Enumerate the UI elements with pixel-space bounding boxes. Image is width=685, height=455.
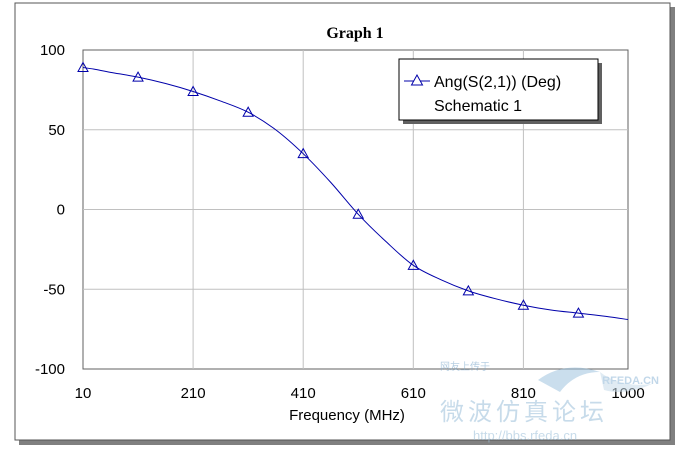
data-point-marker <box>462 284 475 296</box>
x-tick-label: 410 <box>291 385 316 402</box>
watermark-url: http://bbs.rfeda.cn <box>473 428 577 443</box>
data-point-marker <box>572 307 585 318</box>
x-tick-label: 210 <box>181 385 206 402</box>
watermark: 网友上传于 RFEDA.CN 微波仿真论坛 http://bbs.rfeda.c… <box>440 360 659 443</box>
legend-entry: Ang(S(2,1)) (Deg) <box>434 74 561 91</box>
y-axis-ticks: 100 50 0 -50 -100 <box>35 42 65 378</box>
data-point-marker <box>242 106 255 117</box>
data-point-marker <box>187 85 199 96</box>
data-point-marker <box>407 259 420 270</box>
y-tick-label: 50 <box>48 122 65 139</box>
watermark-cn-small: 网友上传于 <box>440 360 490 373</box>
y-tick-label: -100 <box>35 361 65 378</box>
series-group <box>77 61 629 321</box>
legend-subtitle: Schematic 1 <box>434 98 522 115</box>
watermark-cn-text: 微波仿真论坛 <box>440 399 608 426</box>
x-tick-label: 10 <box>75 385 92 402</box>
watermark-wing-icon <box>600 372 652 392</box>
x-axis-label: Frequency (MHz) <box>289 407 405 424</box>
data-point-marker <box>352 208 365 219</box>
legend: Ang(S(2,1)) (Deg) Schematic 1 <box>398 58 602 124</box>
x-tick-label: 610 <box>401 385 426 402</box>
legend-triangle-icon <box>410 73 424 86</box>
y-tick-label: -50 <box>43 281 65 298</box>
series-line <box>82 67 629 321</box>
data-point-marker <box>297 147 310 159</box>
legend-box <box>398 58 599 121</box>
x-tick-label: 810 <box>511 385 536 402</box>
data-point-marker <box>77 61 89 73</box>
data-point-marker <box>132 71 144 82</box>
data-point-marker <box>517 299 530 310</box>
chart-title: Graph 1 <box>326 25 383 42</box>
y-tick-label: 100 <box>40 42 65 59</box>
watermark-swoosh-icon <box>538 367 600 392</box>
watermark-brand: RFEDA.CN <box>602 375 659 387</box>
y-tick-label: 0 <box>57 202 65 219</box>
